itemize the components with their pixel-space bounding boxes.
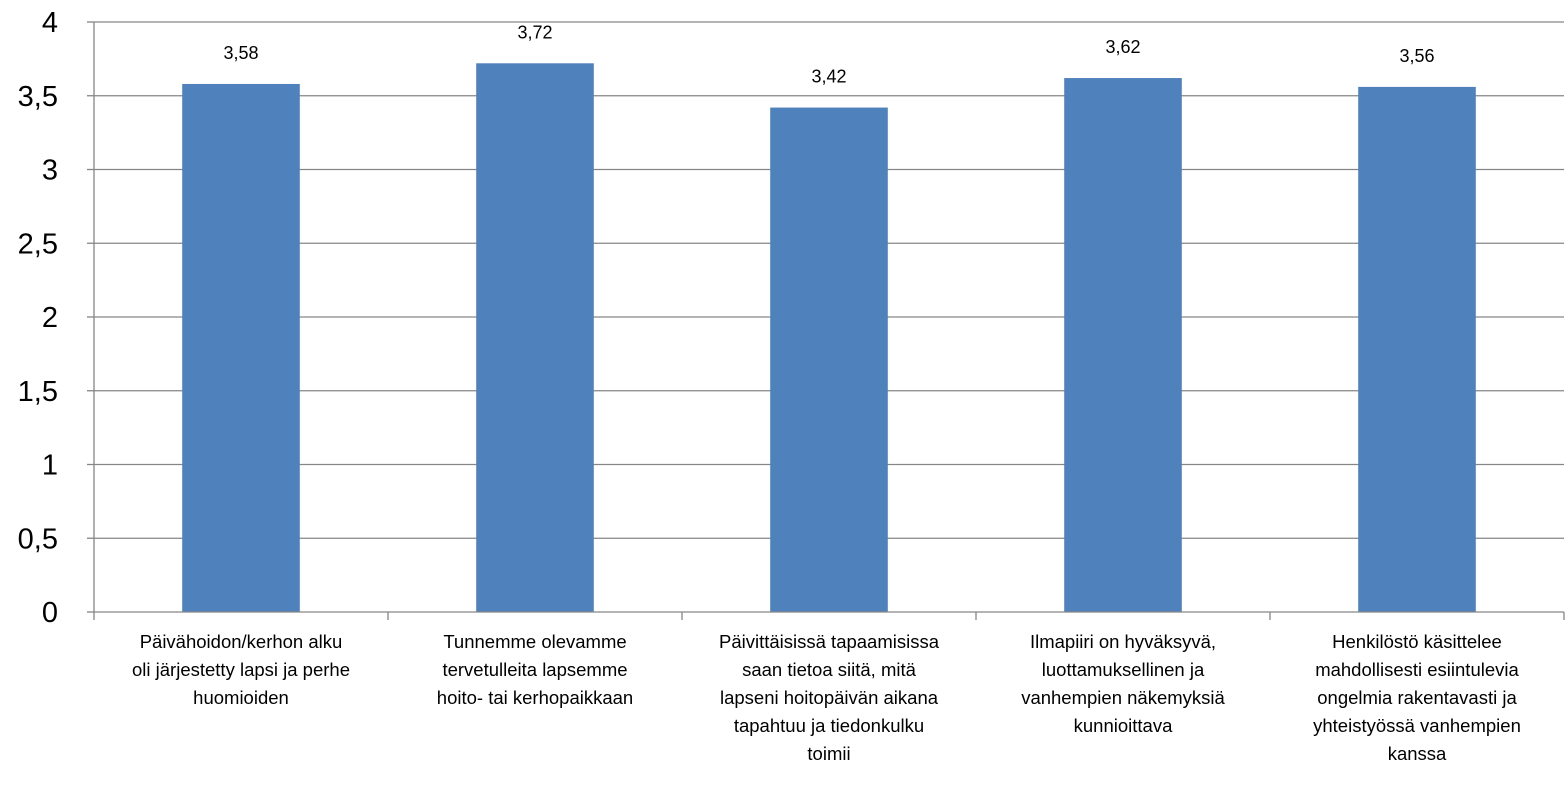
axes [87,21,1565,620]
x-tick-label: huomioiden [193,687,289,708]
x-tick-label: lapseni hoitopäivän aikana [720,687,939,708]
x-tick-label: hoito- tai kerhopaikkaan [437,687,633,708]
x-tick-label: Päivähoidon/kerhon alku [140,631,343,652]
x-tick-label: tervetulleita lapsemme [442,659,627,680]
x-tick-label: toimii [807,743,850,764]
data-label: 3,58 [223,43,258,63]
bar [770,107,888,613]
bar [1358,86,1476,612]
y-tick-label: 4 [42,7,58,39]
bars [182,63,1476,613]
y-tick-label: 0 [42,597,58,629]
x-tick-label: tapahtuu ja tiedonkulku [734,715,924,736]
data-labels: 3,58 3,72 3,42 3,62 3,56 [223,22,1434,86]
y-tick-label: 1 [42,450,58,482]
y-tick-label: 1,5 [18,376,58,408]
y-tick-label: 2,5 [18,228,58,260]
y-tick-label: 0,5 [18,523,58,555]
x-tick-label: Tunnemme olevamme [443,631,626,652]
x-tick-label: mahdollisesti esiintulevia [1315,659,1519,680]
bar [1064,78,1182,613]
y-tick-label: 3,5 [18,81,58,113]
x-tick-label: oli järjestetty lapsi ja perhe [132,659,350,680]
x-tick-label: kanssa [1388,743,1447,764]
x-tick-label: Ilmapiiri on hyväksyvä, [1030,631,1216,652]
data-label: 3,62 [1105,37,1140,57]
y-tick-labels: 0 0,5 1 1,5 2 2,5 3 3,5 4 [18,7,58,629]
x-tick-label: kunnioittava [1074,715,1173,736]
x-tick-label: yhteistyössä vanhempien [1313,715,1521,736]
x-tick-label: Päivittäisissä tapaamisissa [719,631,940,652]
bar [476,63,594,613]
x-tick-label: luottamuksellinen ja [1042,659,1205,680]
x-tick-label: vanhempien näkemyksiä [1021,687,1225,708]
bar [182,83,300,612]
y-tick-label: 2 [42,302,58,334]
y-tick-label: 3 [42,155,58,187]
data-label: 3,56 [1399,46,1434,66]
x-tick-label: ongelmia rakentavasti ja [1317,687,1517,708]
data-label: 3,42 [811,67,846,87]
data-label: 3,72 [517,22,552,42]
x-tick-label: saan tietoa siitä, mitä [742,659,916,680]
x-tick-labels: Päivähoidon/kerhon alku oli järjestetty l… [132,631,1521,764]
x-tick-label: Henkilöstö käsittelee [1332,631,1502,652]
